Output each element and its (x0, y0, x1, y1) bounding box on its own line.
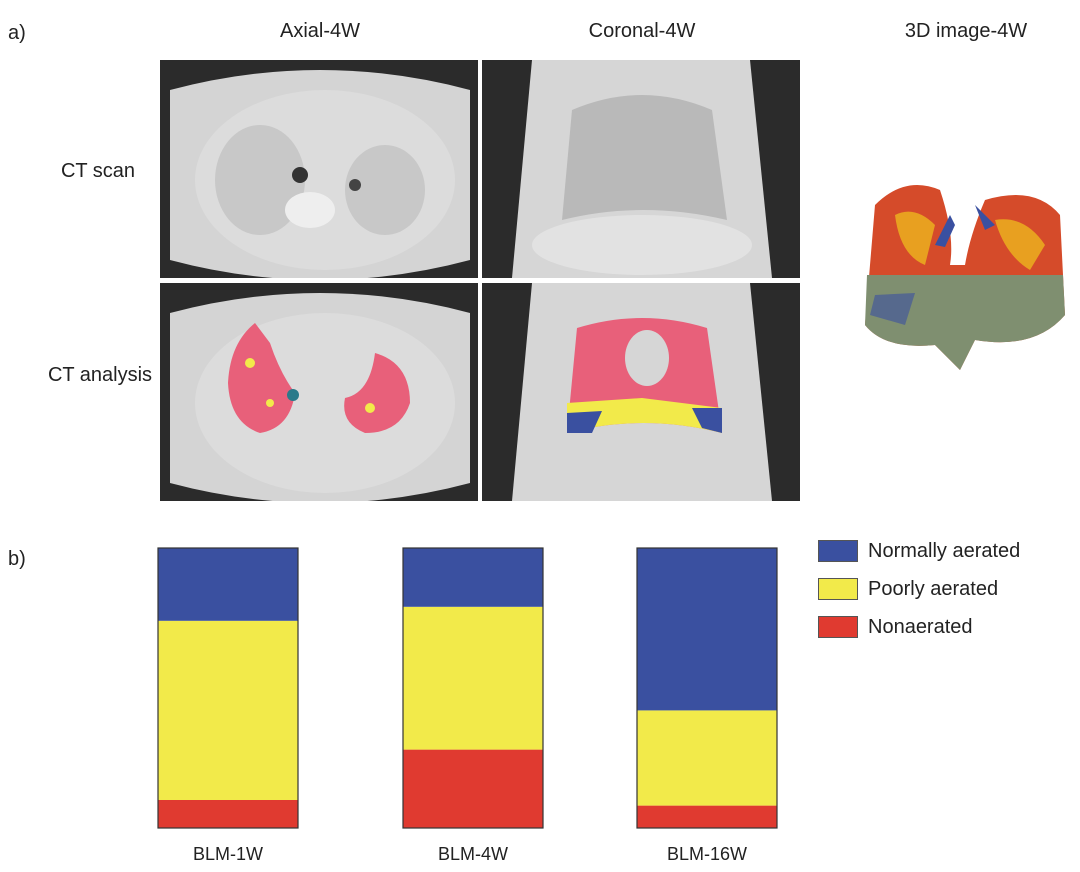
chart-legend: Normally aerated Poorly aerated Nonaerat… (818, 536, 1020, 642)
bar-segment-blm-16w-normally-aerated (637, 548, 777, 711)
ct-analysis-coronal-image (482, 283, 800, 501)
panel-b-label: b) (8, 548, 26, 570)
3d-lung-image (855, 175, 1070, 385)
legend-swatch-normal (818, 540, 858, 562)
bar-outline-blm-4w (402, 547, 544, 829)
legend-label-non: Nonaerated (868, 615, 973, 638)
legend-swatch-poor (818, 578, 858, 600)
row-label-ct-analysis: CT analysis (47, 364, 153, 386)
stacked-bar-chart: BLM-1W BLM-4W BLM-16W (157, 547, 778, 864)
bar-label-blm-4w: BLM-4W (438, 844, 508, 864)
bar-label-blm-1w: BLM-1W (193, 844, 263, 864)
legend-item-non: Nonaerated (818, 612, 1020, 642)
legend-label-poor: Poorly aerated (868, 577, 999, 600)
legend-swatch-non (818, 616, 858, 638)
bar-segment-blm-16w-poorly-aerated (637, 710, 777, 806)
bar-segment-blm-4w-nonaerated (403, 749, 543, 828)
legend-item-normal: Normally aerated (818, 536, 1020, 566)
ct-scan-axial-image (160, 60, 478, 278)
bar-segment-blm-1w-poorly-aerated (158, 620, 298, 800)
column-title-coronal: Coronal-4W (588, 20, 696, 42)
ct-analysis-axial-image (160, 283, 478, 501)
ct-scan-coronal-image (482, 60, 800, 278)
column-title-axial: Axial-4W (279, 20, 360, 42)
bar-label-blm-16w: BLM-16W (667, 844, 747, 864)
bar-outline-blm-16w (636, 547, 778, 829)
legend-item-poor: Poorly aerated (818, 574, 1020, 604)
bar-outline-blm-1w (157, 547, 299, 829)
bar-segment-blm-4w-poorly-aerated (403, 606, 543, 750)
bar-segment-blm-16w-nonaerated (637, 805, 777, 828)
column-title-3d: 3D image-4W (904, 20, 1028, 42)
row-label-ct-scan: CT scan (60, 160, 136, 182)
panel-a-label: a) (8, 22, 26, 44)
legend-label-normal: Normally aerated (868, 539, 1021, 562)
bar-segment-blm-4w-normally-aerated (403, 548, 543, 607)
bar-segment-blm-1w-nonaerated (158, 800, 298, 828)
bar-segment-blm-1w-normally-aerated (158, 548, 298, 621)
